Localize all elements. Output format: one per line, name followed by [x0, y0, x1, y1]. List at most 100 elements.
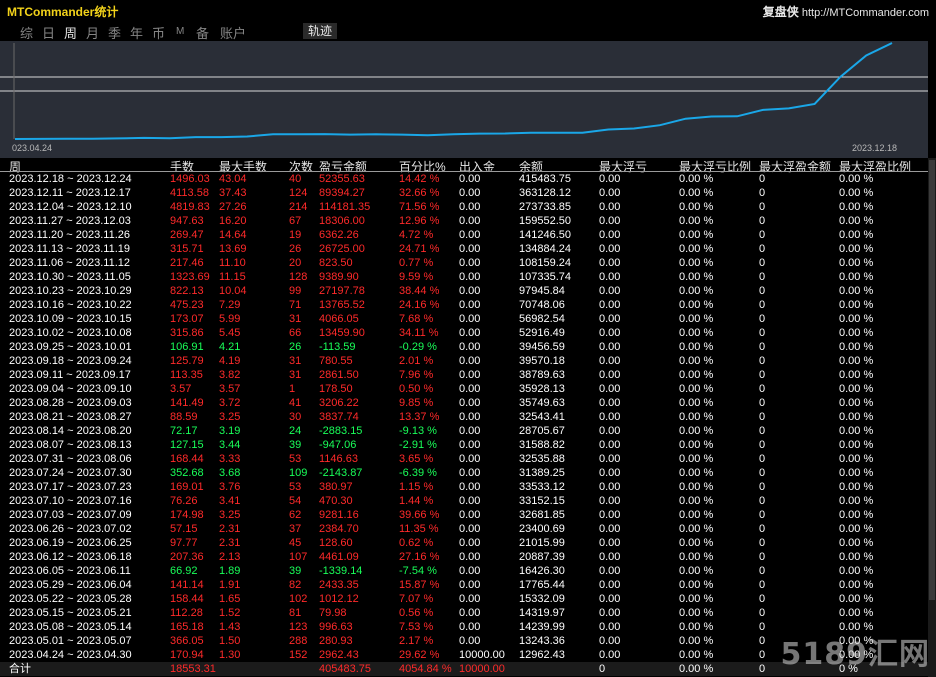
table-row[interactable]: 2023.08.14 ~ 2023.08.20 72.17 3.19 24 -2883.… — [0, 424, 936, 438]
table-row[interactable]: 2023.09.11 ~ 2023.09.17 113.35 3.82 31 2861.… — [0, 368, 936, 382]
table-row[interactable]: 2023.05.01 ~ 2023.05.07 366.05 1.50 288 280.… — [0, 634, 936, 648]
table-row[interactable]: 2023.06.26 ~ 2023.07.02 57.15 2.31 37 2384.7… — [0, 522, 936, 536]
tab-account[interactable]: 账户 — [220, 26, 247, 41]
row-lots: 366.05 — [170, 635, 204, 647]
table-row[interactable]: 2023.10.16 ~ 2023.10.22 475.23 7.29 71 13765… — [0, 298, 936, 312]
col-count[interactable]: 次数 — [289, 160, 314, 174]
row-lots: 165.18 — [170, 621, 204, 633]
row-pnl: -947.06 — [319, 439, 357, 451]
table-row[interactable]: 2023.09.04 ~ 2023.09.10 3.57 3.57 1 178.50 0.… — [0, 382, 936, 396]
tab-overview[interactable]: 综 — [20, 26, 34, 41]
tab-month[interactable]: 月 — [86, 26, 100, 41]
table-row[interactable]: 2023.10.30 ~ 2023.11.05 1323.69 11.15 128 93… — [0, 270, 936, 284]
row-max-gain-pct: 0.00 % — [839, 243, 874, 255]
row-max-loss-pct: 0.00 % — [679, 453, 714, 465]
col-max-lots[interactable]: 最大手数 — [219, 160, 268, 174]
vertical-scrollbar[interactable] — [928, 158, 936, 677]
tab-quarter[interactable]: 季 — [108, 26, 122, 41]
row-pnl: 26725.00 — [319, 243, 365, 255]
row-max-loss: 0.00 — [599, 355, 621, 367]
tab-notes[interactable]: 备 — [196, 26, 210, 41]
table-row[interactable]: 2023.12.11 ~ 2023.12.17 4113.58 37.43 124 89… — [0, 186, 936, 200]
row-max-loss-pct: 0.00 % — [679, 173, 714, 185]
col-percent[interactable]: 百分比% — [399, 160, 446, 174]
table-row[interactable]: 2023.06.19 ~ 2023.06.25 97.77 2.31 45 128.60… — [0, 536, 936, 550]
table-row[interactable]: 2023.08.21 ~ 2023.08.27 88.59 3.25 30 3837.7… — [0, 410, 936, 424]
table-row[interactable]: 2023.06.12 ~ 2023.06.18 207.36 2.13 107 4461… — [0, 550, 936, 564]
row-pnl: 3206.22 — [319, 397, 359, 409]
col-week[interactable]: 周 — [9, 160, 22, 174]
table-row[interactable]: 2023.07.17 ~ 2023.07.23 169.01 3.76 53 380.9… — [0, 480, 936, 494]
table-row[interactable]: 2023.09.25 ~ 2023.10.01 106.91 4.21 26 -113.… — [0, 340, 936, 354]
col-max-gain[interactable]: 最大浮盈金额 — [759, 160, 832, 174]
row-max-gain-pct: 0.00 % — [839, 523, 874, 535]
trace-button[interactable]: 轨迹 — [303, 23, 337, 39]
row-max-lots: 4.19 — [219, 355, 241, 367]
table-row[interactable]: 2023.07.24 ~ 2023.07.30 352.68 3.68 109 -214… — [0, 466, 936, 480]
table-row[interactable]: 2023.11.20 ~ 2023.11.26 269.47 14.64 19 6362… — [0, 228, 936, 242]
row-percent: 15.87 % — [399, 579, 440, 591]
row-lots: 141.14 — [170, 579, 204, 591]
col-max-loss-pct[interactable]: 最大浮亏比例 — [679, 160, 752, 174]
row-percent: 11.35 % — [399, 523, 439, 535]
row-pnl: 1012.12 — [319, 593, 359, 605]
table-row[interactable]: 2023.10.02 ~ 2023.10.08 315.86 5.45 66 13459… — [0, 326, 936, 340]
row-max-lots: 7.29 — [219, 299, 241, 311]
row-lots: 315.86 — [170, 327, 204, 339]
row-balance: 97945.84 — [519, 285, 565, 297]
table-row[interactable]: 2023.11.13 ~ 2023.11.19 315.71 13.69 26 2672… — [0, 242, 936, 256]
row-flow: 0.00 — [459, 607, 481, 619]
table-row[interactable]: 2023.07.10 ~ 2023.07.16 76.26 3.41 54 470.30… — [0, 494, 936, 508]
table-row[interactable]: 2023.12.04 ~ 2023.12.10 4819.83 27.26 214 11… — [0, 200, 936, 214]
table-row[interactable]: 2023.06.05 ~ 2023.06.11 66.92 1.89 39 -1339.… — [0, 564, 936, 578]
table-row[interactable]: 2023.11.27 ~ 2023.12.03 947.63 16.20 67 1830… — [0, 214, 936, 228]
row-pnl: 280.93 — [319, 635, 353, 647]
table-row[interactable]: 2023.05.08 ~ 2023.05.14 165.18 1.43 123 996.… — [0, 620, 936, 634]
col-max-gain-pct[interactable]: 最大浮盈比例 — [839, 160, 912, 174]
row-max-gain-pct: 0.00 % — [839, 453, 874, 465]
row-percent: 2.17 % — [399, 635, 434, 647]
table-row[interactable]: 2023.08.28 ~ 2023.09.03 141.49 3.72 41 3206.… — [0, 396, 936, 410]
tab-day[interactable]: 日 — [42, 26, 56, 41]
table-row[interactable]: 2023.11.06 ~ 2023.11.12 217.46 11.10 20 823.… — [0, 256, 936, 270]
row-lots: 88.59 — [170, 411, 198, 423]
row-lots: 269.47 — [170, 229, 204, 241]
row-max-gain-pct: 0.00 % — [839, 607, 874, 619]
table-row[interactable]: 2023.10.23 ~ 2023.10.29 822.13 10.04 99 2719… — [0, 284, 936, 298]
row-balance: 363128.12 — [519, 187, 571, 199]
table-row[interactable]: 2023.10.09 ~ 2023.10.15 173.07 5.99 31 4066.… — [0, 312, 936, 326]
col-lots[interactable]: 手数 — [170, 160, 195, 174]
table-row[interactable]: 2023.12.18 ~ 2023.12.24 1496.03 43.04 40 523… — [0, 172, 936, 186]
row-week: 2023.06.12 ~ 2023.06.18 — [9, 551, 132, 563]
row-count: 214 — [289, 201, 308, 213]
row-pnl: -2143.87 — [319, 467, 363, 479]
col-balance[interactable]: 余额 — [519, 160, 544, 174]
scrollbar-thumb[interactable] — [929, 160, 935, 600]
tab-year[interactable]: 年 — [130, 26, 144, 41]
table-row[interactable]: 2023.07.03 ~ 2023.07.09 174.98 3.25 62 9281.… — [0, 508, 936, 522]
table-row[interactable]: 2023.07.31 ~ 2023.08.06 168.44 3.33 53 1146.… — [0, 452, 936, 466]
table-row[interactable]: 2023.05.15 ~ 2023.05.21 112.28 1.52 81 79.98… — [0, 606, 936, 620]
table-row[interactable]: 2023.05.22 ~ 2023.05.28 158.44 1.65 102 1012… — [0, 592, 936, 606]
col-flow[interactable]: 出入金 — [459, 160, 496, 174]
row-max-gain-pct: 0.00 % — [839, 327, 874, 339]
tab-magic[interactable]: M — [176, 26, 185, 37]
table-row[interactable]: 2023.04.24 ~ 2023.04.30 170.94 1.30 152 2962… — [0, 648, 936, 662]
tab-currency[interactable]: 币 — [152, 26, 166, 41]
tab-week[interactable]: 周 — [64, 26, 78, 41]
col-max-loss[interactable]: 最大浮亏 — [599, 160, 648, 174]
row-max-gain-pct: 0.00 % — [839, 579, 874, 591]
row-lots: 76.26 — [170, 495, 198, 507]
row-balance: 39456.59 — [519, 341, 565, 353]
col-pnl[interactable]: 盈亏金额 — [319, 160, 368, 174]
table-row[interactable]: 2023.09.18 ~ 2023.09.24 125.79 4.19 31 780.5… — [0, 354, 936, 368]
table-row[interactable]: 2023.05.29 ~ 2023.06.04 141.14 1.91 82 2433.… — [0, 578, 936, 592]
row-max-loss-pct: 0.00 % — [679, 635, 714, 647]
brand-url-link[interactable]: http://MTCommander.com — [801, 7, 929, 19]
row-max-loss-pct: 0.00 % — [679, 607, 714, 619]
row-count: 20 — [289, 257, 302, 269]
table-row[interactable]: 2023.08.07 ~ 2023.08.13 127.15 3.44 39 -947.… — [0, 438, 936, 452]
row-pnl: 2861.50 — [319, 369, 359, 381]
row-percent: 0.62 % — [399, 537, 434, 549]
row-flow: 0.00 — [459, 383, 481, 395]
